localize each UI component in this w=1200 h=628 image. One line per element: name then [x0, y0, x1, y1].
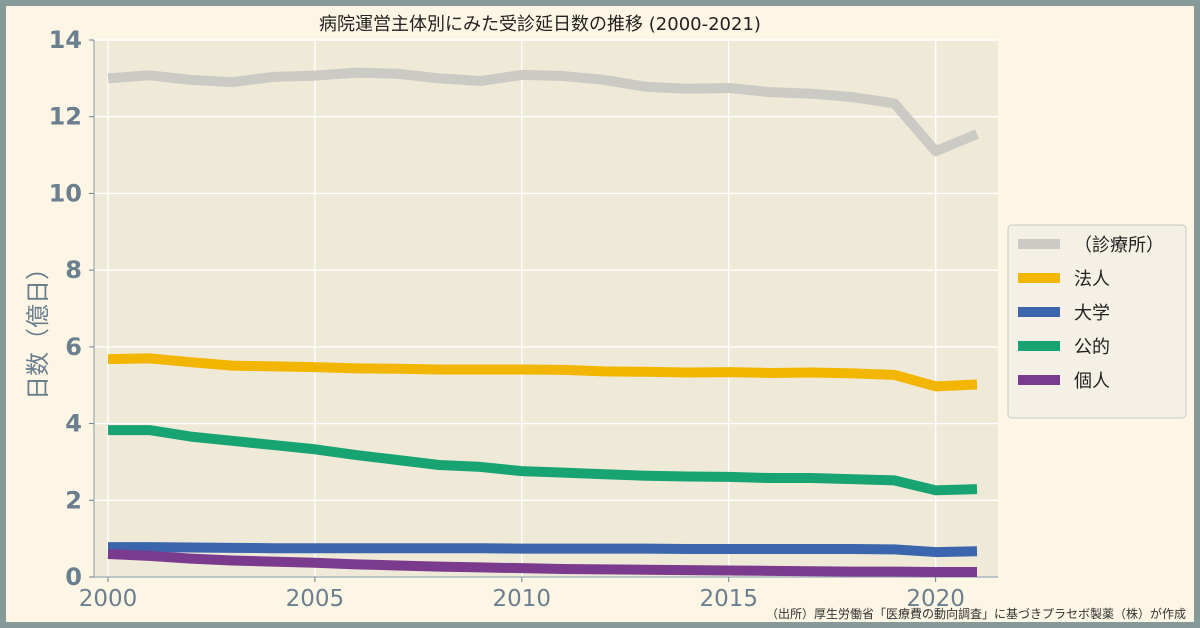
y-tick-labels: 0 2 4 6 8 10 12 14 [49, 26, 94, 591]
y-tick-label: 6 [65, 333, 82, 361]
y-tick-label: 10 [49, 179, 82, 207]
y-tick-label: 2 [65, 486, 82, 514]
chart-title: 病院運営主体別にみた受診延日数の推移 (2000-2021) [319, 14, 761, 35]
x-tick-label: 2020 [906, 586, 965, 612]
chart-frame: 0 2 4 6 8 10 12 14 2000 2005 2010 2015 2020 病院運営主体別… [6, 6, 1194, 622]
legend-label: 法人 [1074, 269, 1110, 290]
series-line-2 [107, 353, 978, 392]
series-line-4 [108, 425, 978, 496]
series-line-3 [108, 542, 978, 558]
x-tick-label: 2000 [79, 586, 138, 612]
legend-label: 大学 [1074, 303, 1110, 324]
x-tick-labels: 2000 2005 2010 2015 2020 [79, 577, 965, 612]
plot-area [94, 40, 998, 577]
y-tick-label: 0 [65, 563, 82, 591]
y-tick-label: 14 [49, 26, 82, 54]
series-line-5 [107, 548, 977, 578]
x-tick-label: 2005 [286, 586, 345, 612]
legend-label: （診療所） [1074, 235, 1164, 256]
axis-spines [93, 40, 998, 578]
series-lines [107, 67, 979, 578]
series-line-1 [107, 67, 979, 157]
source-note: （出所）厚生労働省「医療費の動向調査」に基づきプラセボ製薬（株）が作成 [766, 606, 1186, 621]
x-tick-label: 2015 [699, 586, 758, 612]
line-chart: 0 2 4 6 8 10 12 14 2000 2005 2010 2015 2020 病院運営主体別… [24, 14, 1187, 621]
legend-label: 個人 [1074, 371, 1110, 392]
y-tick-label: 12 [49, 103, 82, 131]
y-axis-label: 日数（億日） [24, 256, 52, 400]
legend-label: 公的 [1074, 337, 1110, 358]
x-tick-label: 2010 [493, 586, 552, 612]
y-tick-label: 8 [65, 256, 82, 284]
y-tick-label: 4 [65, 410, 82, 438]
